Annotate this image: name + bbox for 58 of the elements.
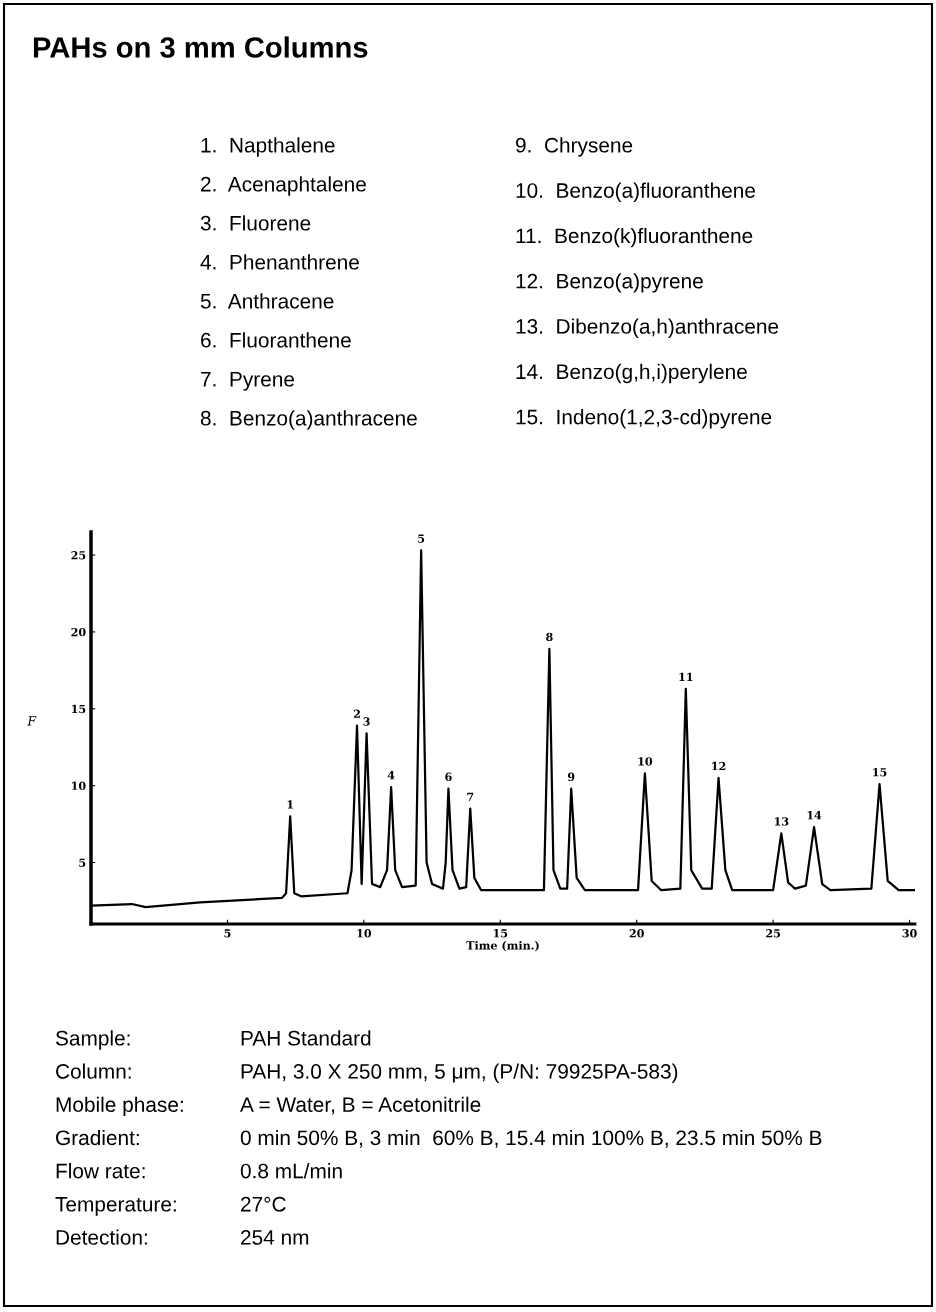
annotation: 3 (363, 717, 370, 726)
y-tick-label: 10 (72, 781, 86, 791)
text: 6. Fluoranthene (201, 332, 351, 348)
text: 13. Dibenzo(a,h)anthracene (516, 318, 779, 338)
text: 5. Anthracene (200, 293, 334, 309)
chart-title: PAHs on 3 mm Columns (33, 36, 368, 58)
text: Detection: (56, 1229, 147, 1245)
text: 0.8 mL/min (240, 1163, 342, 1179)
y-axis-title: F (27, 716, 37, 726)
y-tick-label: 20 (71, 627, 86, 637)
annotation: 9 (567, 772, 575, 782)
annotation: 5 (418, 534, 425, 543)
text: 1. Napthalene (201, 137, 335, 157)
x-tick-label: 10 (357, 929, 372, 938)
y-tick-label: 5 (79, 858, 86, 867)
x-tick-label: 15 (493, 929, 508, 938)
text: 9. Chrysene (515, 137, 633, 157)
x-tick-label: 25 (766, 929, 781, 938)
text: 10. Benzo(a)fluoranthene (516, 182, 755, 202)
text: 8. Benzo(a)anthracene (200, 410, 417, 430)
annotation: 14 (807, 811, 822, 820)
x-axis-title: Time (min.) (466, 941, 539, 952)
text: Sample: (55, 1030, 130, 1050)
text: 15. Indeno(1,2,3-cd)pyrene (516, 409, 772, 429)
annotation: 7 (467, 792, 474, 801)
x-tick-label: 20 (629, 929, 644, 938)
text: Flow rate: (56, 1163, 145, 1179)
text: Temperature: (55, 1197, 176, 1216)
annotation: 11 (679, 672, 693, 681)
x-tick-label: 5 (224, 929, 231, 938)
annotation: 1 (287, 800, 293, 809)
text: 27°C (241, 1196, 286, 1212)
annotation: 6 (445, 772, 452, 782)
text: 254 nm (241, 1230, 309, 1245)
annotation: 13 (774, 817, 789, 826)
text: 4. Phenanthrene (200, 254, 359, 270)
text: 14. Benzo(g,h,i)perylene (516, 363, 747, 384)
annotation: 4 (387, 771, 395, 780)
y-tick-label: 15 (72, 704, 86, 714)
text: Mobile phase: (56, 1096, 183, 1117)
text: 12. Benzo(a)pyrene (516, 273, 703, 293)
text: 2. Acenaphtalene (201, 176, 366, 196)
annotation: 15 (873, 768, 887, 777)
annotation: 12 (712, 761, 726, 771)
y-tick-label: 25 (71, 551, 86, 560)
text: 7. Pyrene (201, 372, 295, 391)
x-tick-label: 30 (902, 929, 917, 938)
annotation: 10 (638, 757, 653, 766)
text: 0 min 50% B, 3 min 60% B, 15.4 min 100% B, 23.5 min 50% B (240, 1129, 822, 1148)
text: Column: (56, 1063, 131, 1079)
text: PAH Standard (241, 1030, 371, 1046)
annotation: 8 (546, 632, 553, 642)
text: 11. Benzo(k)fluoranthene (516, 227, 753, 248)
annotation: 2 (353, 709, 360, 718)
text: PAH, 3.0 X 250 mm, 5 μm, (P/N: 79925PA-583) (241, 1063, 678, 1083)
text: 3. Fluorene (200, 215, 311, 231)
text: Gradient: (56, 1129, 139, 1146)
text: A = Water, B = Acetonitrile (240, 1096, 481, 1115)
